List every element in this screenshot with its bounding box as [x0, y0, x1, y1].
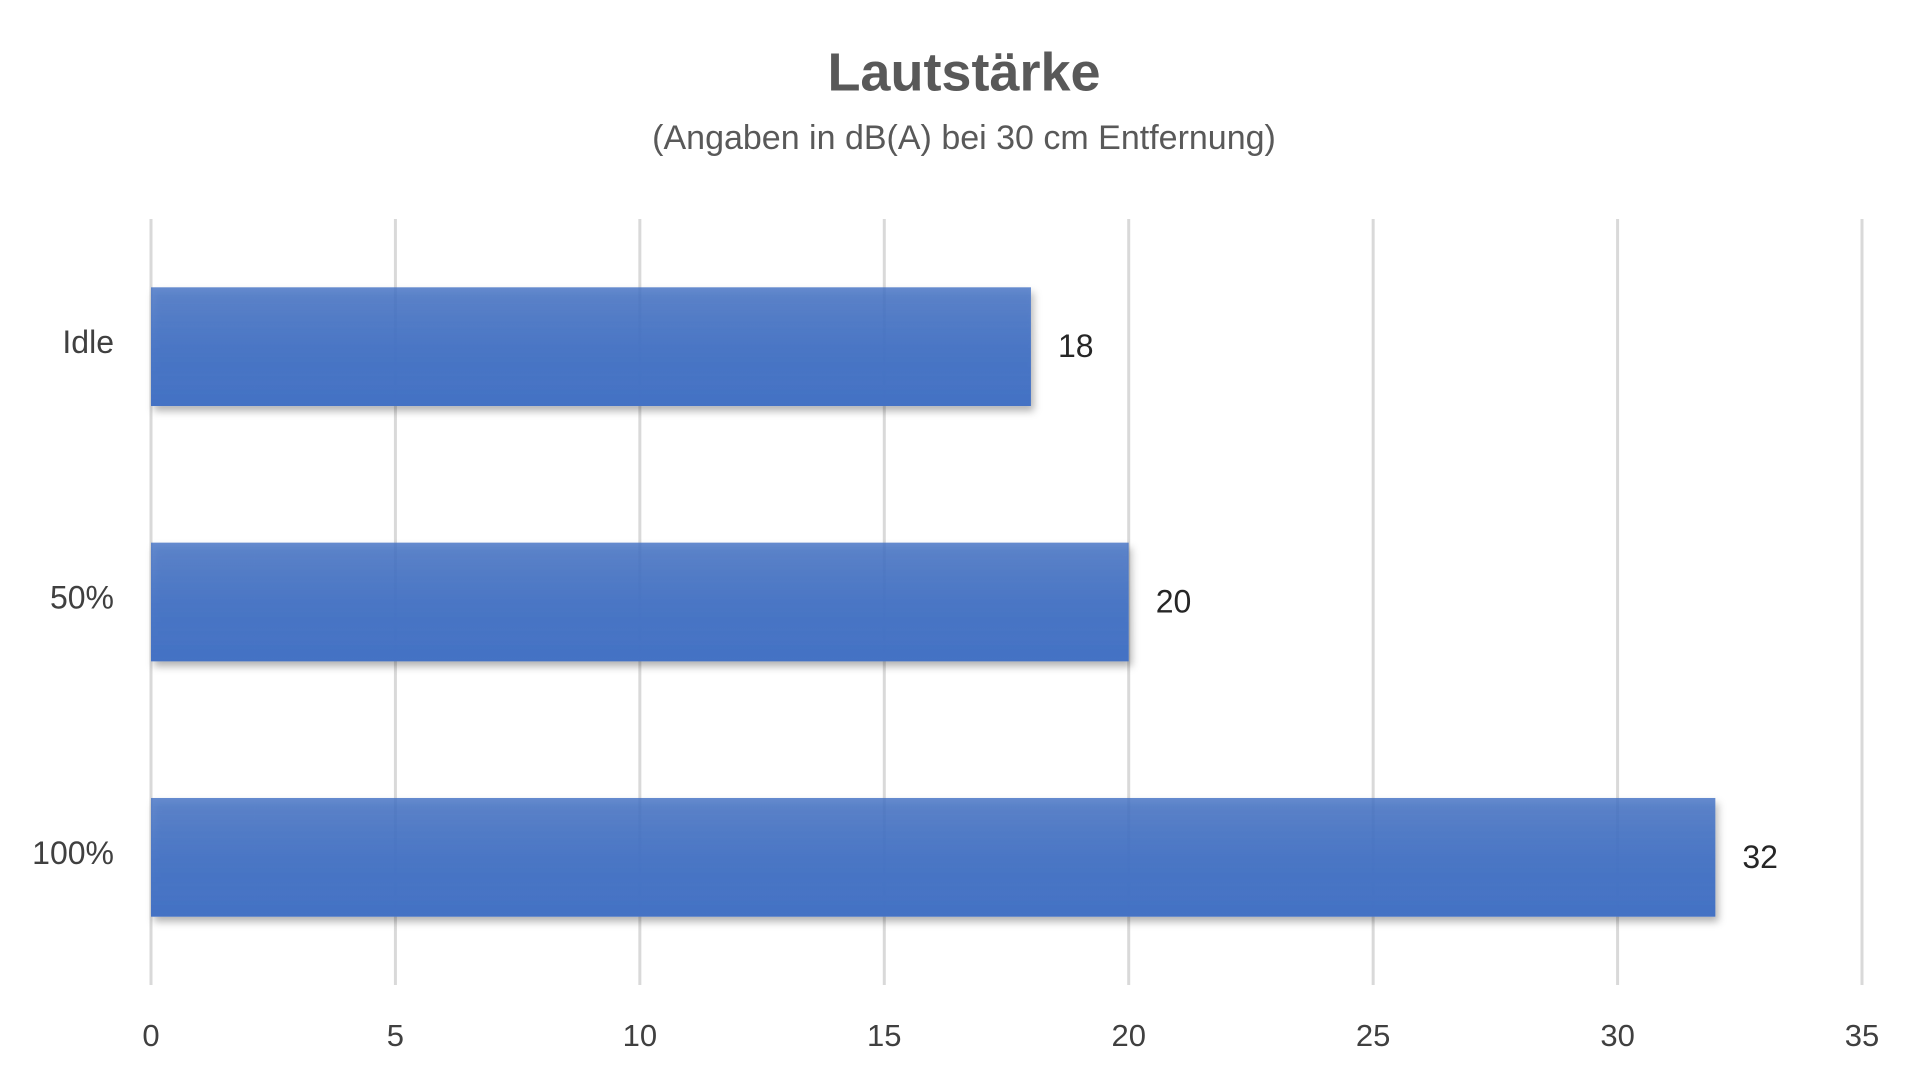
bar [151, 542, 1129, 662]
data-label: 20 [1156, 583, 1192, 619]
x-tick-label: 25 [1356, 1018, 1390, 1053]
x-tick-label: 15 [867, 1018, 901, 1053]
data-label: 18 [1058, 328, 1094, 364]
bar [151, 797, 1716, 917]
x-tick-label: 30 [1600, 1018, 1634, 1053]
x-tick-label: 20 [1111, 1018, 1145, 1053]
x-tick-label: 10 [623, 1018, 657, 1053]
y-tick-label: Idle [62, 324, 114, 360]
x-tick-label: 5 [387, 1018, 404, 1053]
data-label: 32 [1742, 839, 1778, 875]
plot-area: Idle 18 50% 20 100% 32 [32, 287, 1778, 917]
chart-subtitle: (Angaben in dB(A) bei 30 cm Entfernung) [652, 119, 1276, 157]
x-tick-label: 0 [142, 1018, 159, 1053]
x-tick-label: 35 [1845, 1018, 1879, 1053]
y-tick-label: 50% [50, 579, 114, 615]
chart-title: Lautstärke [827, 42, 1100, 102]
y-tick-label: 100% [32, 835, 114, 871]
bar [151, 287, 1031, 407]
